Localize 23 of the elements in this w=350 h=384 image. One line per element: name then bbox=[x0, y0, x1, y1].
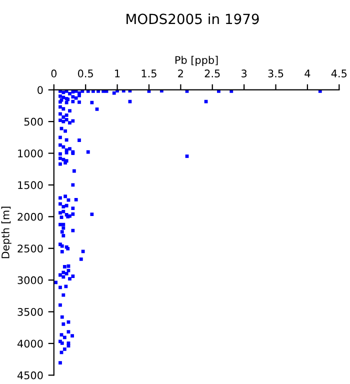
y-tick-label: 500 bbox=[24, 118, 43, 126]
chart-title: MODS2005 in 1979 bbox=[126, 13, 259, 24]
y-tick-label: 4500 bbox=[17, 371, 43, 380]
y-tick-label: 2500 bbox=[18, 244, 43, 252]
x-tick-label: 1 bbox=[115, 70, 120, 78]
y-tick-label: 3500 bbox=[18, 308, 43, 316]
x-tick-label: 0.5 bbox=[78, 70, 93, 78]
x-tick-label: 3 bbox=[242, 70, 247, 78]
y-tick-label: 1000 bbox=[18, 149, 43, 158]
x-axis-title: Pb [ppb] bbox=[175, 56, 218, 66]
x-tick-label: 2.5 bbox=[204, 70, 220, 78]
x-tick-label: 4.5 bbox=[331, 70, 347, 78]
x-tick-label: 3.5 bbox=[268, 70, 284, 78]
y-tick-label: 0 bbox=[38, 86, 43, 94]
y-tick-label: 1500 bbox=[18, 181, 43, 190]
x-tick-label: 4 bbox=[304, 70, 310, 78]
y-axis-title: Depth [m] bbox=[1, 206, 12, 258]
y-tick-label: 3000 bbox=[18, 276, 43, 284]
y-tick-label: 2000 bbox=[18, 212, 43, 221]
x-tick-label: 2 bbox=[178, 70, 183, 78]
y-tick-label: 4000 bbox=[17, 340, 43, 348]
x-tick-label: 1.5 bbox=[142, 70, 156, 78]
x-tick-label: 0 bbox=[51, 70, 57, 78]
